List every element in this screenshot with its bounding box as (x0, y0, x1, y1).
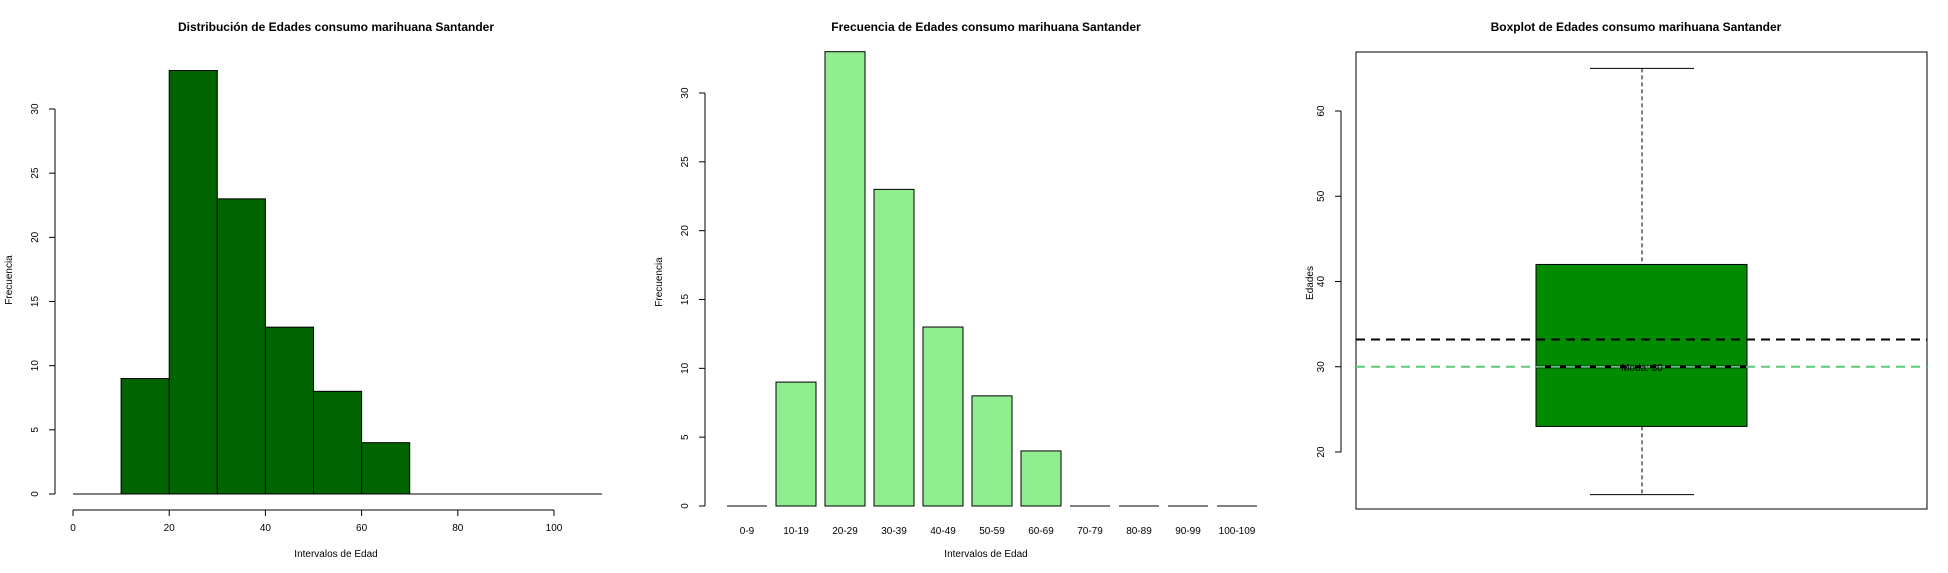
histogram-x-label: Intervalos de Edad (294, 549, 377, 560)
barplot-y-tick-label: 15 (680, 294, 691, 306)
barplot-x-tick-label: 30-39 (881, 526, 907, 537)
histogram-x-tick-label: 20 (164, 523, 176, 534)
histogram-bar (313, 390, 363, 495)
barplot-bar (1020, 450, 1062, 507)
histogram-y-tick-label: 15 (30, 296, 41, 308)
histogram-x-tick-label: 80 (452, 523, 464, 534)
histogram-title: Distribución de Edades consumo marihuana… (178, 20, 494, 34)
barplot-y-tick-label: 25 (680, 156, 691, 168)
boxplot-frame (1355, 51, 1928, 510)
boxplot-title: Boxplot de Edades consumo marihuana Sant… (1491, 20, 1782, 34)
barplot-y-tick-label: 5 (680, 434, 691, 440)
histogram-y-tick-label: 0 (30, 491, 41, 497)
histogram-y-label: Frecuencia (4, 255, 15, 305)
histogram-bar (168, 70, 218, 495)
boxplot-axes: 20 30 40 50 60 (1316, 105, 1342, 458)
histogram-x-tick-label: 40 (260, 523, 272, 534)
barplot-x-label: Intervalos de Edad (944, 549, 1027, 560)
barplot-x-tick-label: 0-9 (740, 526, 755, 537)
barplot-x-tick-label: 70-79 (1077, 526, 1103, 537)
barplot-bar (873, 188, 915, 507)
barplot-y-tick-label: 30 (680, 87, 691, 99)
histogram-panel: Distribución de Edades consumo marihuana… (4, 20, 603, 560)
boxplot-mode-label: Moda: 30 (1621, 363, 1663, 374)
histogram-bar (361, 442, 411, 495)
barplot-y-label: Frecuencia (654, 257, 665, 307)
boxplot-y-tick-label: 40 (1316, 276, 1327, 288)
histogram-bars (73, 70, 603, 495)
histogram-y-tick-label: 10 (30, 360, 41, 372)
barplot-bar (775, 381, 817, 507)
barplot-y-tick-label: 0 (680, 503, 691, 509)
histogram-bar (120, 378, 170, 495)
histogram-y-tick-label: 5 (30, 427, 41, 433)
histogram-x-tick-label: 0 (70, 523, 76, 534)
barplot-x-tick-label: 80-89 (1126, 526, 1152, 537)
boxplot-y-tick-label: 60 (1316, 105, 1327, 117)
boxplot-y-tick-label: 50 (1316, 190, 1327, 202)
boxplot-panel: Boxplot de Edades consumo marihuana Sant… (1305, 20, 1928, 510)
histogram-x-tick-label: 60 (356, 523, 368, 534)
barplot-x-tick-label: 10-19 (783, 526, 809, 537)
histogram-bar (264, 326, 314, 495)
histogram-y-tick-label: 20 (30, 231, 41, 243)
barplot-title: Frecuencia de Edades consumo marihuana S… (831, 20, 1141, 34)
boxplot-y-tick-label: 30 (1316, 361, 1327, 373)
boxplot-box (1535, 263, 1748, 427)
histogram-y-tick-label: 30 (30, 103, 41, 115)
barplot-panel: Frecuencia de Edades consumo marihuana S… (654, 20, 1257, 560)
barplot-x-tick-label: 90-99 (1175, 526, 1201, 537)
barplot-bar (971, 395, 1013, 507)
barplot-bar (824, 51, 866, 507)
barplot-bar (922, 326, 964, 507)
histogram-y-tick-label: 25 (30, 167, 41, 179)
barplot-x-tick-label: 20-29 (832, 526, 858, 537)
barplot-x-tick-label: 100-109 (1219, 526, 1256, 537)
barplot-y-tick-label: 10 (680, 362, 691, 374)
boxplot-y-label: Edades (1305, 266, 1316, 300)
boxplot-elements: Moda: 30 (1356, 67, 1927, 496)
barplot-bars: 0-9 10-19 20-29 30-39 40-49 50-59 60-69 70-79 80… (727, 51, 1257, 537)
histogram-bar (216, 198, 266, 495)
barplot-x-tick-label: 60-69 (1028, 526, 1054, 537)
histogram-axes: 0 20 40 60 80 100 0 5 10 15 20 25 30 (30, 103, 563, 534)
barplot-x-tick-label: 50-59 (979, 526, 1005, 537)
barplot-axes: 0 5 10 15 20 25 30 (680, 87, 706, 509)
barplot-x-tick-label: 40-49 (930, 526, 956, 537)
boxplot-y-tick-label: 20 (1316, 446, 1327, 458)
barplot-y-tick-label: 20 (680, 225, 691, 237)
histogram-x-tick-label: 100 (546, 523, 563, 534)
